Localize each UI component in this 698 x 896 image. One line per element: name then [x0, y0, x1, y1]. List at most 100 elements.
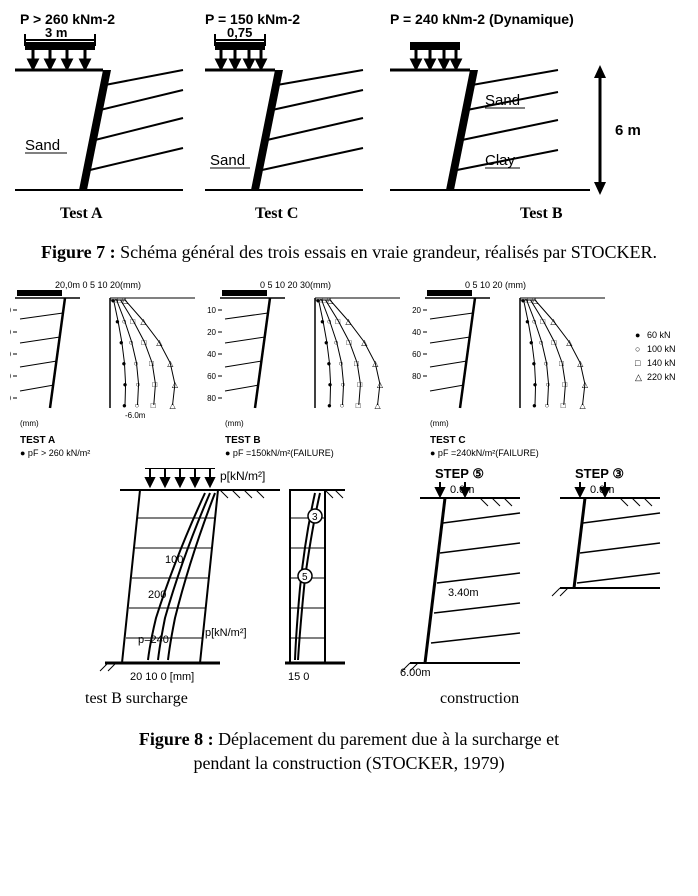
svg-text:● pF =240kN/m²(FAILURE): ● pF =240kN/m²(FAILURE) — [430, 448, 539, 458]
panel-c-p: P = 150 kNm-2 — [205, 11, 300, 27]
svg-text:△: △ — [635, 372, 642, 382]
pval-240: p=240 — [138, 634, 169, 646]
svg-text:●: ● — [327, 401, 332, 410]
panel-c-dim: 0,75 — [227, 25, 252, 40]
svg-text:●: ● — [123, 380, 128, 389]
svg-text:○: ○ — [635, 344, 640, 354]
svg-text:TEST B: TEST B — [225, 435, 261, 446]
svg-text:○: ○ — [129, 338, 134, 347]
svg-text:□: □ — [152, 380, 157, 389]
svg-text:5: 5 — [302, 572, 308, 583]
svg-text:□: □ — [151, 401, 156, 410]
panel-b-soil1: Sand — [485, 92, 520, 109]
svg-text:□: □ — [562, 380, 567, 389]
panel-b-name: Test B — [520, 205, 563, 222]
fig8-text1: Déplacement du parement due à la surchar… — [218, 729, 559, 749]
svg-text:● pF > 260 kN/m²: ● pF > 260 kN/m² — [20, 448, 90, 458]
panel-a-dim: 3 m — [45, 25, 67, 40]
fig7-text: Schéma général des trois essais en vraie… — [120, 242, 657, 262]
svg-text:△: △ — [566, 338, 573, 347]
svg-text:●: ● — [326, 359, 331, 368]
svg-text:△: △ — [532, 296, 539, 305]
xticks-mid: 15 0 — [288, 671, 309, 683]
pval-200: 200 — [148, 589, 166, 601]
fig8-title: Figure 8 : — [139, 729, 214, 749]
svg-text:△: △ — [580, 401, 587, 410]
svg-text:○: ○ — [122, 317, 127, 326]
svg-text:●: ● — [119, 338, 124, 347]
fig7-schematics: P > 260 kNm-2 3 m Sand Test A — [10, 10, 688, 230]
svg-text:△: △ — [327, 296, 334, 305]
svg-text:●: ● — [635, 330, 640, 340]
svg-text:40: 40 — [10, 350, 12, 359]
xticks-left: 20 10 0 [mm] — [130, 671, 194, 683]
svg-text:△: △ — [550, 317, 557, 326]
fig7-title: Figure 7 : — [41, 242, 116, 262]
svg-text:-6.0m: -6.0m — [125, 411, 146, 420]
svg-text:△: △ — [577, 359, 584, 368]
legend-2: 140 kN — [647, 358, 676, 368]
svg-text:● pF =150kN/m²(FAILURE): ● pF =150kN/m²(FAILURE) — [225, 448, 334, 458]
svg-text:△: △ — [170, 401, 177, 410]
svg-text:60: 60 — [412, 350, 421, 359]
svg-text:○: ○ — [532, 317, 537, 326]
svg-text:○: ○ — [136, 380, 141, 389]
panel-b-height: 6 m — [615, 122, 641, 139]
panel-c-soil: Sand — [210, 152, 245, 169]
svg-text:0 5 10 20 30(mm): 0 5 10 20 30(mm) — [260, 280, 331, 290]
svg-text:△: △ — [156, 338, 163, 347]
svg-text:●: ● — [320, 317, 325, 326]
svg-text:TEST A: TEST A — [20, 435, 55, 446]
step5-title: STEP ⑤ — [435, 468, 484, 481]
svg-text:○: ○ — [546, 380, 551, 389]
svg-text:○: ○ — [340, 401, 345, 410]
panel-a-p: P > 260 kNm-2 — [20, 11, 115, 27]
svg-text:○: ○ — [544, 359, 549, 368]
bottom-right-label: construction — [440, 690, 519, 707]
svg-text:●: ● — [328, 380, 333, 389]
svg-text:10: 10 — [10, 306, 12, 315]
svg-text:△: △ — [582, 380, 589, 389]
svg-text:80: 80 — [412, 372, 421, 381]
svg-text:○: ○ — [339, 359, 344, 368]
svg-text:□: □ — [551, 338, 556, 347]
svg-text:△: △ — [375, 401, 382, 410]
step5-mid: 3.40m — [448, 587, 479, 599]
svg-text:80: 80 — [207, 394, 216, 403]
svg-text:0 5 10 20 (mm): 0 5 10 20 (mm) — [465, 280, 526, 290]
panel-b-p: P = 240 kNm-2 (Dynamique) — [390, 11, 574, 27]
svg-text:10: 10 — [207, 306, 216, 315]
panel-c-name: Test C — [255, 205, 298, 222]
legend-3: 220 kN — [647, 372, 676, 382]
svg-text:(mm): (mm) — [225, 419, 244, 428]
svg-text:□: □ — [149, 359, 154, 368]
p-unit-inside: p[kN/m²] — [205, 627, 247, 639]
svg-text:20: 20 — [412, 306, 421, 315]
svg-text:20: 20 — [10, 328, 12, 337]
svg-text:△: △ — [372, 359, 379, 368]
svg-text:●: ● — [532, 401, 537, 410]
svg-text:20: 20 — [207, 328, 216, 337]
svg-text:□: □ — [346, 338, 351, 347]
svg-text:□: □ — [635, 358, 641, 368]
legend-0: 60 kN — [647, 330, 671, 340]
svg-text:●: ● — [529, 338, 534, 347]
svg-text:●: ● — [122, 401, 127, 410]
svg-text:△: △ — [167, 359, 174, 368]
svg-text:△: △ — [377, 380, 384, 389]
svg-text:●: ● — [533, 380, 538, 389]
p-unit-top: p[kN/m²] — [220, 469, 265, 483]
svg-text:●: ● — [121, 359, 126, 368]
svg-text:□: □ — [354, 359, 359, 368]
displacement-panels: 20,0m 0 5 10 20(mm)1020406080(mm)●●●●●●○… — [10, 278, 688, 463]
panel-a-name: Test A — [60, 205, 103, 222]
svg-text:△: △ — [361, 338, 368, 347]
svg-text:(mm): (mm) — [430, 419, 449, 428]
fig8-caption: Figure 8 : Déplacement du parement due à… — [10, 728, 688, 775]
svg-text:△: △ — [122, 296, 129, 305]
svg-text:□: □ — [559, 359, 564, 368]
svg-text:●: ● — [531, 359, 536, 368]
fig7-caption: Figure 7 : Schéma général des trois essa… — [10, 241, 688, 264]
svg-text:□: □ — [141, 338, 146, 347]
svg-text:□: □ — [357, 380, 362, 389]
